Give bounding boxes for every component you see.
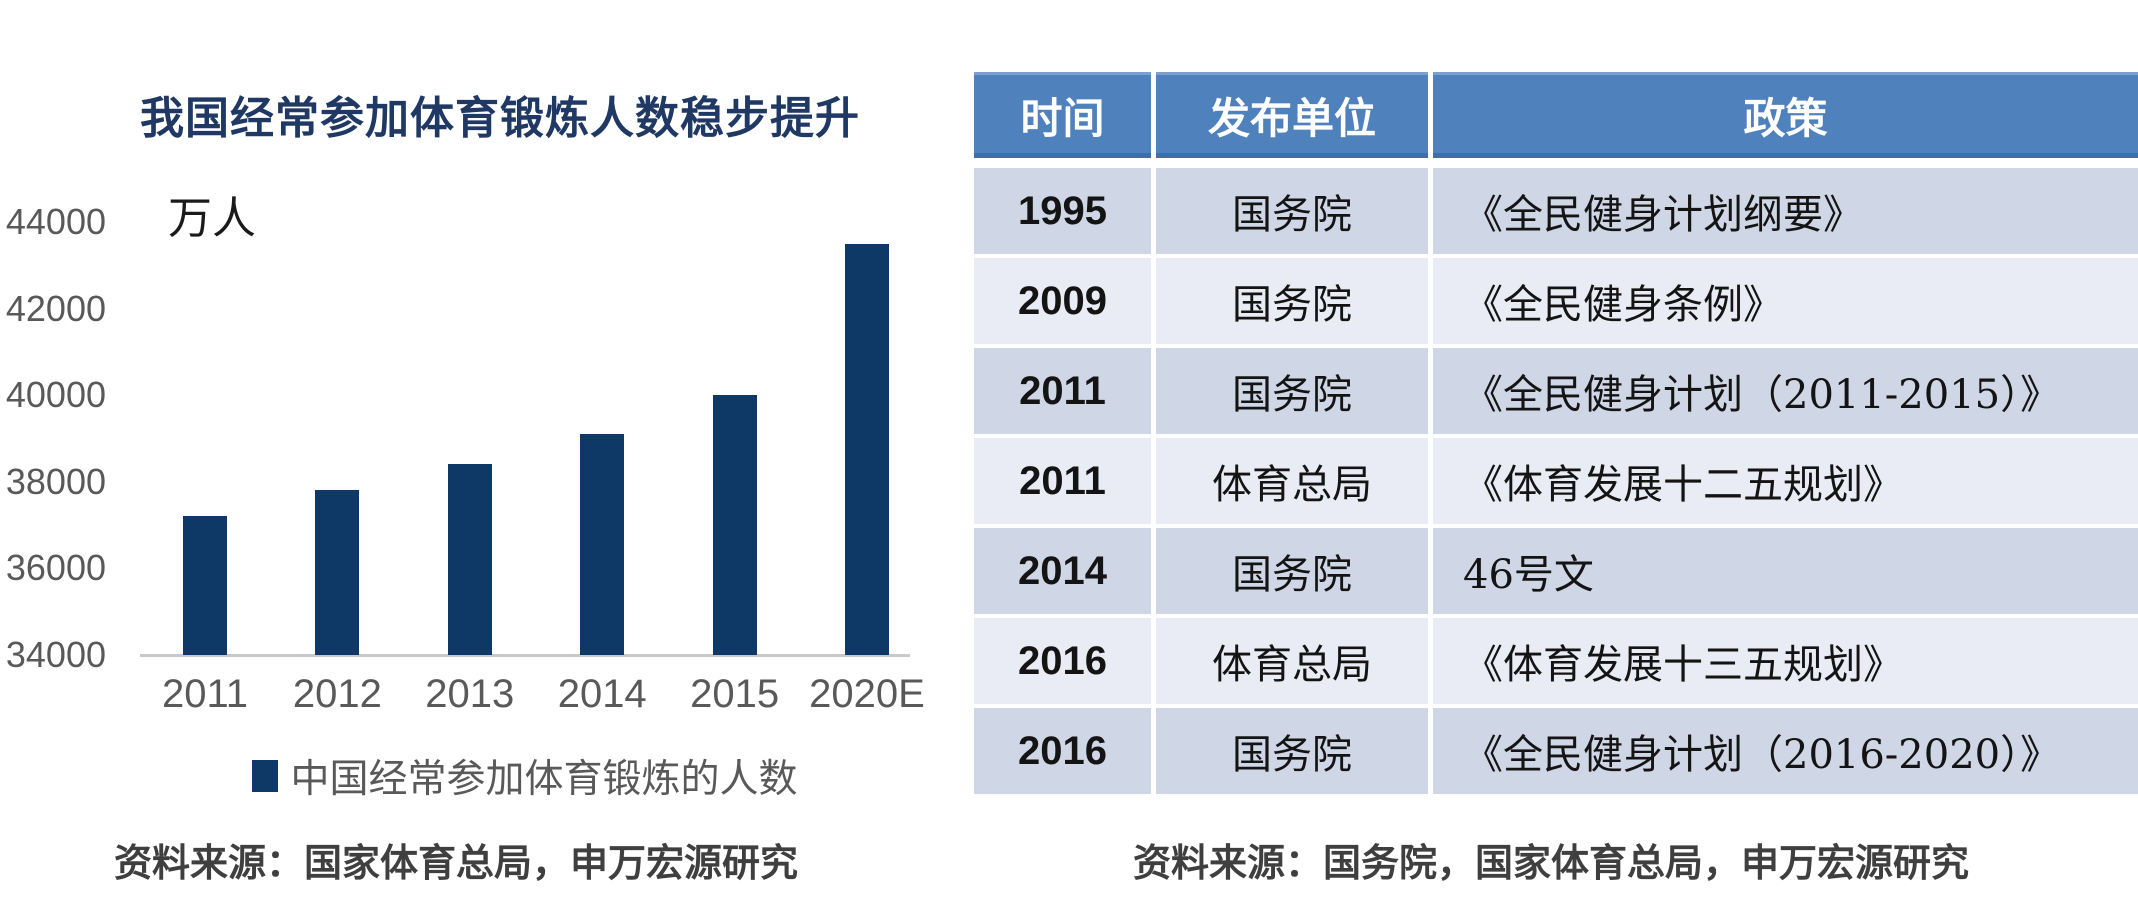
bar-2015 <box>712 395 757 655</box>
table-header-time: 时间 <box>974 72 1151 158</box>
table-row: 2011 国务院 《全民健身计划（2011-2015）》 <box>974 348 2138 434</box>
chart-title: 我国经常参加体育锻炼人数稳步提升 <box>140 94 860 143</box>
cell-issuer: 国务院 <box>1156 528 1428 614</box>
cell-time: 2009 <box>974 258 1151 344</box>
table-header-issuer: 发布单位 <box>1156 72 1428 158</box>
exercise-participants-chart: 我国经常参加体育锻炼人数稳步提升 万人 中国经常参加体育锻炼的人数 资料来源：国… <box>0 0 960 898</box>
table-row: 2016 国务院 《全民健身计划（2016-2020）》 <box>974 708 2138 794</box>
table-row: 2011 体育总局 《体育发展十二五规划》 <box>974 438 2138 524</box>
y-axis-tick-label: 36000 <box>5 547 106 589</box>
x-axis-line <box>140 654 910 657</box>
cell-policy: 《体育发展十三五规划》 <box>1433 618 2138 704</box>
chart-source-note: 资料来源：国家体育总局，申万宏源研究 <box>114 843 799 885</box>
table-row: 2009 国务院 《全民健身条例》 <box>974 258 2138 344</box>
x-axis-label-2013: 2013 <box>425 672 515 716</box>
x-axis-label-2011: 2011 <box>161 672 249 716</box>
bar-2011 <box>183 516 227 655</box>
y-axis-tick-label: 38000 <box>5 460 106 502</box>
bar-2012 <box>315 490 360 655</box>
cell-issuer: 国务院 <box>1156 348 1428 434</box>
table-header-policy: 政策 <box>1433 72 2138 158</box>
table-body: 1995 国务院 《全民健身计划纲要》 2009 国务院 《全民健身条例》 2011 国务院《… <box>974 168 2138 794</box>
cell-issuer: 体育总局 <box>1156 438 1428 524</box>
x-axis-label-2014: 2014 <box>557 672 647 716</box>
cell-issuer: 国务院 <box>1156 168 1428 254</box>
cell-time: 2016 <box>974 618 1151 704</box>
table-row: 1995 国务院 《全民健身计划纲要》 <box>974 168 2138 254</box>
cell-time: 2014 <box>974 528 1151 614</box>
cell-policy: 《全民健身条例》 <box>1433 258 2138 344</box>
x-axis-label-2015: 2015 <box>690 672 780 716</box>
cell-policy: 《全民健身计划（2016-2020）》 <box>1433 708 2138 794</box>
cell-policy: 《体育发展十二五规划》 <box>1433 438 2138 524</box>
cell-time: 2016 <box>974 708 1151 794</box>
bar-2014 <box>580 434 625 655</box>
cell-policy: 46号文 <box>1433 528 2138 614</box>
x-axis-label-2020E: 2020E <box>809 672 925 716</box>
cell-time: 2011 <box>974 348 1151 434</box>
y-axis-tick-label: 40000 <box>5 374 106 416</box>
cell-policy: 《全民健身计划纲要》 <box>1433 168 2138 254</box>
x-axis-label-2012: 2012 <box>292 672 382 716</box>
policy-table: 时间 发布单位 政策 1995 国务院 《全民健身计划纲要》 2009 国务院 《全民健身… <box>974 72 2138 794</box>
table-row: 2016 体育总局 《体育发展十三五规划》 <box>974 618 2138 704</box>
table-source-note: 资料来源：国务院，国家体育总局，申万宏源研究 <box>1133 843 1970 885</box>
cell-issuer: 体育总局 <box>1156 618 1428 704</box>
cell-time: 1995 <box>974 168 1151 254</box>
y-axis-tick-label: 44000 <box>5 201 106 242</box>
table-header-row: 时间 发布单位 政策 <box>974 72 2138 158</box>
legend-swatch-icon <box>252 760 279 792</box>
chart-legend: 中国经常参加体育锻炼的人数 <box>140 748 910 804</box>
bar-2013 <box>447 464 492 655</box>
legend-label: 中国经常参加体育锻炼的人数 <box>290 757 798 802</box>
bar-2020E <box>845 243 889 655</box>
y-axis-unit-label: 万人 <box>168 193 256 244</box>
cell-issuer: 国务院 <box>1156 708 1428 794</box>
cell-issuer: 国务院 <box>1156 258 1428 344</box>
cell-policy: 《全民健身计划（2011-2015）》 <box>1433 348 2138 434</box>
y-axis-tick-label: 42000 <box>5 287 106 329</box>
cell-time: 2011 <box>974 438 1151 524</box>
table-row: 2014 国务院 46号文 <box>974 528 2138 614</box>
y-axis-tick-label: 34000 <box>5 634 106 675</box>
